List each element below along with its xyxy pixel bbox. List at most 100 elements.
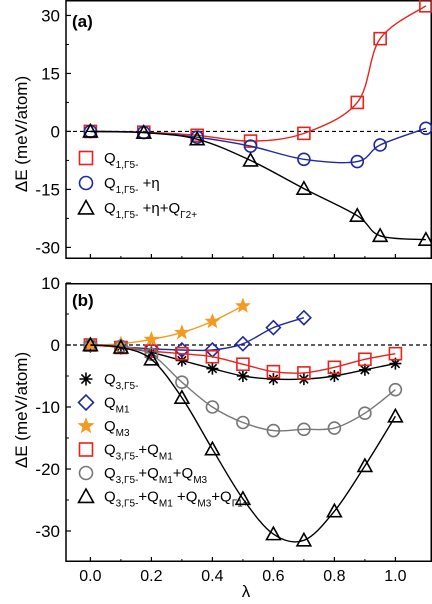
legend: Q3,Γ5-QM1QM3Q3,Γ5-+QM1Q3,Γ5-+QM1+QM3Q3,Γ… [77, 371, 249, 510]
series-line [90, 127, 427, 164]
data-point [388, 346, 403, 361]
legend-label: Q3,Γ5- [104, 371, 138, 392]
x-tick-label: 0.4 [201, 568, 223, 585]
legend: Q1,Γ5-Q1,Γ5- +ηQ1,Γ5- +η+QΓ2+ [77, 150, 197, 221]
series-1 [82, 309, 312, 358]
legend-text-part: +Q [138, 465, 158, 482]
series-2 [82, 297, 251, 352]
y-tick-label: 10 [41, 274, 60, 293]
legend-subscript: M1 [159, 452, 173, 463]
data-point [327, 421, 342, 435]
y-tick-label: 30 [41, 6, 60, 25]
data-point [175, 375, 189, 390]
legend-marker [78, 442, 94, 457]
data-point [174, 324, 190, 340]
series-5 [82, 336, 404, 547]
legend-subscript: 3,Γ5- [116, 499, 139, 510]
series-line [90, 344, 396, 432]
series-2 [82, 122, 432, 246]
data-point [236, 357, 250, 372]
data-point [188, 130, 206, 146]
legend-text-part: +η [138, 175, 159, 192]
legend-marker [77, 198, 95, 215]
x-tick-label: 0.2 [140, 568, 162, 585]
data-point [175, 346, 189, 361]
data-point [267, 373, 280, 386]
data-point [295, 180, 313, 195]
legend-text-part: Q [104, 371, 116, 388]
x-tick-label: 0.0 [79, 568, 101, 585]
data-point [204, 440, 221, 456]
legend-text-part: +η+Q [138, 200, 180, 217]
y-tick-label: -15 [35, 180, 60, 199]
data-point [173, 389, 191, 405]
data-point [206, 362, 219, 375]
y-tick-label: -10 [35, 398, 60, 417]
data-point [265, 319, 282, 336]
x-axis-label: λ [242, 582, 251, 601]
legend-subscript: Γ1+ [232, 499, 249, 510]
legend-subscript: 1,Γ5- [116, 185, 139, 196]
data-point [205, 400, 220, 414]
data-point [388, 382, 403, 397]
legend-marker [78, 465, 94, 481]
data-point [266, 364, 281, 379]
data-point [349, 207, 366, 223]
data-point [297, 152, 311, 167]
data-point [297, 126, 311, 141]
legend-label: Q1,Γ5- [104, 150, 138, 171]
legend-subscript: M3 [197, 499, 211, 510]
legend-text-part: Q [104, 418, 116, 435]
legend-text-part: +Q [211, 489, 231, 506]
legend-text-part: +Q [173, 465, 193, 482]
data-point [295, 531, 313, 547]
data-point [265, 525, 282, 541]
y-tick-label: -30 [35, 522, 60, 541]
legend-subscript: 3,Γ5- [116, 381, 139, 392]
data-point [358, 406, 372, 421]
data-point [82, 336, 99, 352]
legend-subscript: 1,Γ5- [116, 160, 139, 171]
plot-frame [65, 283, 432, 562]
series-line [90, 305, 244, 346]
legend-text-part: +Q [173, 489, 198, 506]
panel-a: -30 -15 0 15 30 Q1,Γ5-Q1,Γ5- +ηQ1,Γ5- +η+QΓ2+ [35, 0, 432, 259]
legend-marker [77, 417, 95, 434]
legend-subscript: M1 [159, 475, 173, 486]
data-point [295, 309, 312, 326]
legend-marker [77, 487, 95, 504]
data-point [236, 415, 250, 430]
data-point [204, 313, 221, 329]
data-point [350, 95, 365, 110]
panel-a-ylabel: ΔE (meV/atom) [12, 76, 31, 192]
legend-label: Q3,Γ5-+QM1+QM3 [104, 465, 208, 486]
legend-text-part: Q [104, 442, 116, 459]
data-point [371, 227, 389, 243]
data-point [389, 357, 402, 370]
legend-text-part: Q [104, 395, 116, 412]
panel-a-label: (a) [72, 12, 93, 31]
data-point [143, 340, 160, 357]
legend-subscript: M1 [116, 405, 130, 416]
data-point [327, 360, 342, 375]
panel-b-label: (b) [72, 291, 94, 310]
data-point [297, 422, 311, 437]
data-point [356, 457, 374, 473]
legend-text-part: Q [104, 489, 116, 506]
data-point [358, 352, 372, 367]
legend-text-part: +Q [138, 442, 158, 459]
data-point [144, 347, 159, 362]
y-tick-label: -30 [35, 238, 60, 257]
legend-marker [77, 393, 95, 412]
y-tick-label: 0 [51, 122, 60, 141]
data-point [297, 366, 311, 380]
data-point [234, 490, 252, 506]
legend-marker [79, 372, 93, 386]
data-point [235, 297, 251, 313]
data-point [82, 122, 99, 138]
y-tick-label: 15 [41, 64, 60, 83]
data-point [373, 138, 387, 152]
legend-subscript: 3,Γ5- [116, 452, 139, 463]
